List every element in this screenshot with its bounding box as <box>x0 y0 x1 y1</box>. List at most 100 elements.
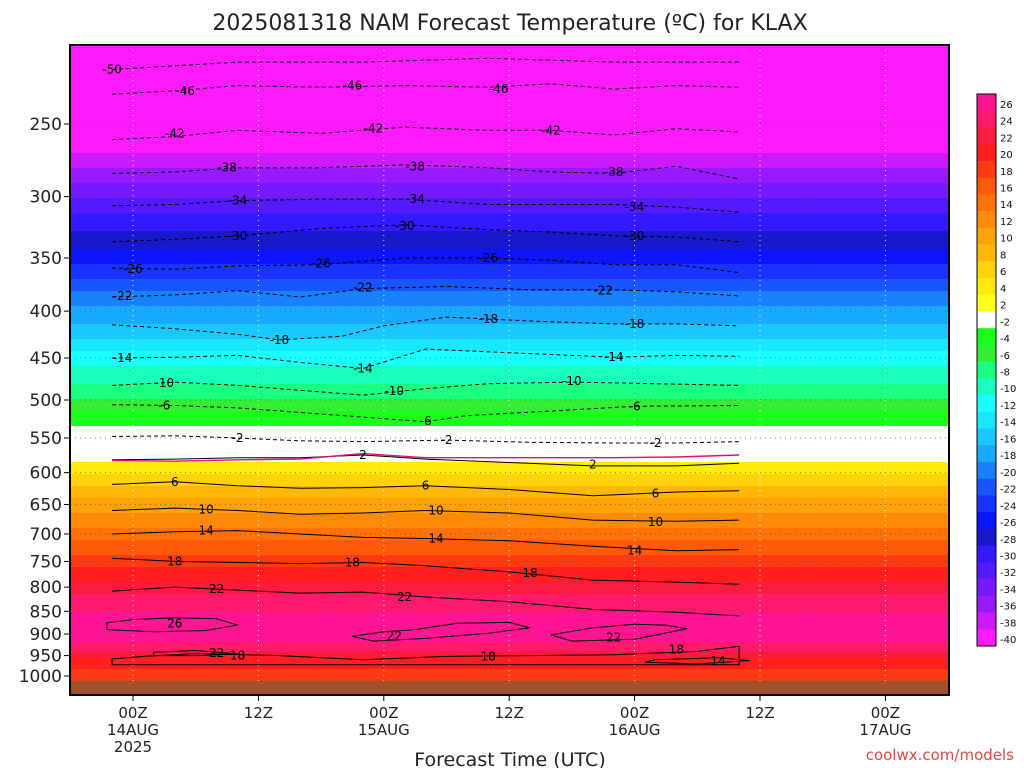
colorbar-label: -36 <box>1000 602 1016 613</box>
temperature-band <box>70 627 949 631</box>
colorbar-swatch <box>977 562 996 580</box>
temperature-band <box>70 168 949 172</box>
colorbar-swatch <box>977 395 996 413</box>
temperature-band <box>70 306 949 310</box>
contour-line <box>112 507 740 522</box>
colorbar-label: 10 <box>1000 234 1013 245</box>
temperature-band <box>70 543 949 547</box>
chart-title: 2025081318 NAM Forecast Temperature (ºC)… <box>212 11 807 36</box>
plot-area <box>70 45 949 695</box>
temperature-band <box>70 48 949 52</box>
temperature-band <box>70 435 949 439</box>
temperature-band <box>70 327 949 331</box>
closed-contour <box>550 623 687 642</box>
contour-label: -30 <box>228 229 248 243</box>
temperature-band <box>70 108 949 112</box>
temperature-band <box>70 678 949 682</box>
temperature-band <box>70 165 949 169</box>
x-tick-label: 00Z <box>620 704 649 722</box>
contour-label: 14 <box>711 654 726 668</box>
temperature-band <box>70 276 949 280</box>
contour-label: -10 <box>384 384 404 398</box>
temperature-band <box>70 585 949 589</box>
temperature-band <box>70 291 949 295</box>
temperature-band <box>70 642 949 646</box>
temperature-band <box>70 255 949 259</box>
contour-line <box>112 557 740 585</box>
contour-label: -42 <box>165 126 185 140</box>
temperature-band <box>70 501 949 505</box>
temperature-band <box>70 192 949 196</box>
contour-label: 22 <box>209 646 224 660</box>
temperature-band <box>70 597 949 601</box>
temperature-band <box>70 408 949 412</box>
temperature-band <box>70 216 949 220</box>
contour-label: -2 <box>650 436 662 450</box>
contour-label: 10 <box>428 504 443 518</box>
contour-label: -26 <box>478 251 498 265</box>
y-tick-label: 300 <box>30 188 62 208</box>
colorbar-swatch <box>977 545 996 563</box>
contour-label: -10 <box>155 376 175 390</box>
contour-label: -6 <box>629 399 641 413</box>
colorbar-label: -38 <box>1000 618 1016 629</box>
colorbar-label: 18 <box>1000 167 1013 178</box>
x-tick-label: 00Z <box>871 704 900 722</box>
contour-label: 22 <box>209 582 224 596</box>
contour-line <box>112 257 740 273</box>
contour-label: 22 <box>606 631 621 645</box>
temperature-band <box>70 555 949 559</box>
contour-label: -34 <box>625 200 645 214</box>
zero-degree-contour <box>112 452 740 462</box>
colorbar-label: -24 <box>1000 501 1016 512</box>
colorbar-swatch <box>977 411 996 429</box>
temperature-band <box>70 75 949 79</box>
temperature-band <box>70 141 949 145</box>
contour-label: -2 <box>232 431 244 445</box>
y-tick-label: 600 <box>30 464 62 484</box>
colorbar-label: -8 <box>1000 368 1010 379</box>
temperature-band <box>70 111 949 115</box>
temperature-band <box>70 393 949 397</box>
temperature-band <box>70 183 949 187</box>
contour-label: 14 <box>627 544 642 558</box>
closed-contour <box>153 649 238 657</box>
temperature-band <box>70 672 949 676</box>
contour-line <box>112 586 740 617</box>
x-tick-label: 12Z <box>244 704 273 722</box>
y-tick-label: 800 <box>30 578 62 598</box>
temperature-band <box>70 150 949 154</box>
temperature-band <box>70 582 949 586</box>
y-tick-label: 750 <box>30 552 62 572</box>
colorbar-label: -20 <box>1000 468 1016 479</box>
temperature-band <box>70 480 949 484</box>
y-tick-label: 500 <box>30 391 62 411</box>
temperature-band <box>70 132 949 136</box>
temperature-band <box>70 138 949 142</box>
temperature-band <box>70 615 949 619</box>
temperature-band <box>70 342 949 346</box>
temperature-band <box>70 477 949 481</box>
temperature-band <box>70 423 949 427</box>
contour-label: -22 <box>353 281 373 295</box>
contour-line <box>112 83 740 95</box>
colorbar-label: 24 <box>1000 117 1013 128</box>
temperature-band <box>70 462 949 466</box>
contour-label: -42 <box>541 123 561 137</box>
temperature-band <box>70 675 949 679</box>
colorbar-label: 14 <box>1000 200 1013 211</box>
temperature-band <box>70 636 949 640</box>
colorbar-label: -10 <box>1000 384 1016 395</box>
temperature-band <box>70 267 949 271</box>
contour-labels: -50 -46 -46 -46 -42 -42 -42 -38 -38 -38 -34 -34 -34 -… <box>102 62 726 668</box>
colorbar-label: -40 <box>1000 635 1016 646</box>
temperature-band <box>70 330 949 334</box>
contour-label: -34 <box>405 192 425 206</box>
temperature-band <box>70 567 949 571</box>
x-tick-label: 17AUG <box>859 721 911 739</box>
temperature-band <box>70 495 949 499</box>
colorbar-swatch <box>977 278 996 296</box>
temperature-band <box>70 486 949 490</box>
contour-label: 10 <box>648 515 663 529</box>
temperature-band <box>70 411 949 415</box>
